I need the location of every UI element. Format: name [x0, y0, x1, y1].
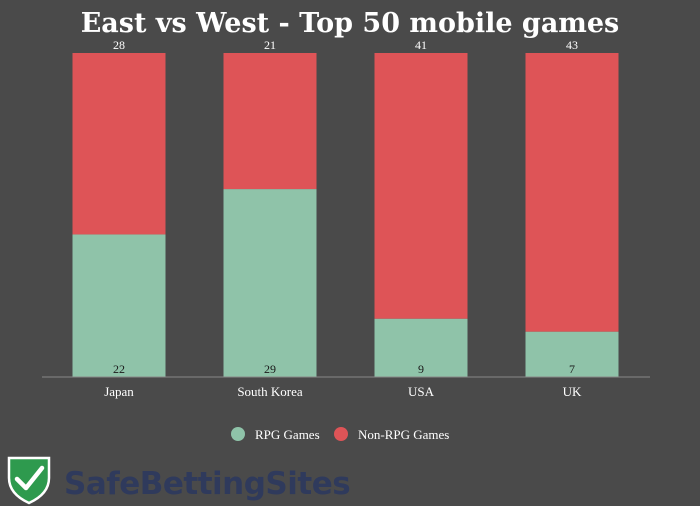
x-tick-label: UK — [563, 384, 582, 399]
bar-non-rpg — [72, 53, 166, 235]
data-label-rpg: 7 — [569, 362, 575, 376]
bar-rpg — [223, 189, 317, 377]
data-label-rpg: 22 — [113, 362, 125, 376]
data-label-rpg: 29 — [264, 362, 276, 376]
legend-label: Non-RPG Games — [358, 427, 449, 442]
data-label-non-rpg: 41 — [415, 38, 427, 52]
brand-name: SafeBettingSites — [64, 466, 350, 502]
x-tick-label: South Korea — [237, 384, 303, 399]
bar-non-rpg — [525, 53, 619, 332]
chart-title: East vs West - Top 50 mobile games — [81, 8, 620, 39]
x-tick-label: USA — [408, 384, 435, 399]
x-tick-label: Japan — [104, 384, 134, 399]
legend-swatch — [231, 427, 245, 441]
data-label-rpg: 9 — [418, 362, 424, 376]
data-label-non-rpg: 43 — [566, 38, 578, 52]
bar-rpg — [72, 234, 166, 377]
data-labels-layer: 22 28 29 21 9 41 7 43 — [113, 38, 578, 376]
legend-label: RPG Games — [255, 427, 320, 442]
legend: RPG Games Non-RPG Games — [231, 427, 449, 442]
data-label-non-rpg: 28 — [113, 38, 125, 52]
legend-swatch — [334, 427, 348, 441]
data-label-non-rpg: 21 — [264, 38, 276, 52]
bar-rpg — [374, 318, 468, 377]
x-tick-labels: Japan South Korea USA UK — [104, 384, 582, 399]
bars-layer — [72, 53, 619, 377]
shield-check-icon — [7, 456, 51, 505]
bar-rpg — [525, 331, 619, 377]
bar-non-rpg — [223, 53, 317, 190]
bar-non-rpg — [374, 53, 468, 319]
brand-logo: SafeBettingSites — [7, 456, 351, 505]
